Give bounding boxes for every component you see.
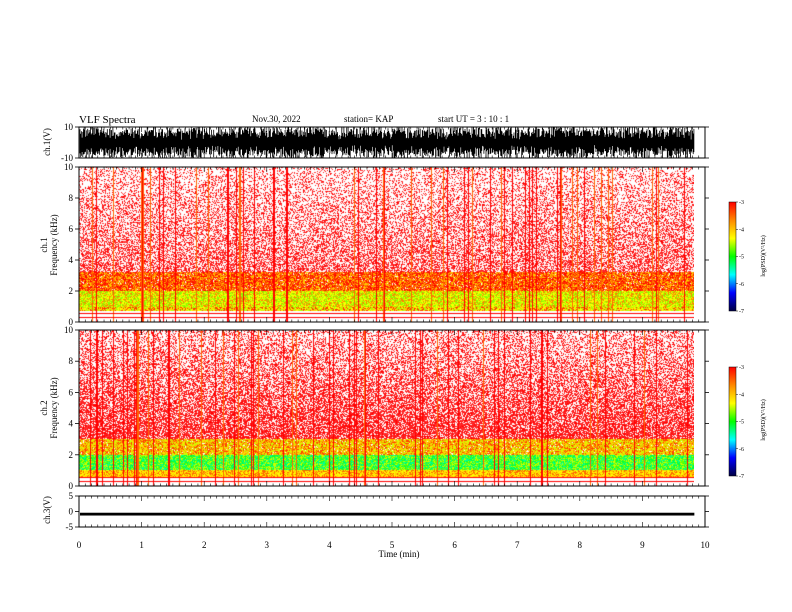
- ch2-colorbar: -3 -4 -5 -6 -7: [728, 365, 744, 480]
- ch2-spectrogram-ytick-label: 2: [69, 450, 74, 460]
- ch3-waveform-panel: 50-50 1 2 3 4 5 6 7 8 9 10: [66, 491, 711, 550]
- ch3-waveform-ytick-label: -5: [66, 522, 74, 532]
- ch1-colorbar-tick-label: -5: [739, 255, 744, 261]
- x-tick-label: 2: [202, 540, 207, 550]
- ch2-colorbar-tick-label: -4: [739, 392, 744, 398]
- ch1-spectrogram-ylabel-channel: ch.1: [39, 237, 49, 252]
- x-tick-label: 10: [701, 540, 711, 550]
- ch1-waveform-panel: 10 -10: [61, 122, 709, 163]
- ch1-waveform-ytick-label: 10: [64, 122, 74, 132]
- ch1-colorbar-tick-label: -6: [739, 282, 744, 288]
- x-tick-label: 4: [327, 540, 332, 550]
- ch1-waveform-ytick-label: -10: [61, 153, 73, 163]
- ch1-spectrogram-panel: 0 2 4 6 8 10: [64, 162, 709, 327]
- ch2-spectrogram-ytick-label: 8: [69, 356, 74, 366]
- ch3-waveform-trace: [80, 512, 695, 516]
- x-tick-label: 9: [640, 540, 645, 550]
- ch1-colorbar-scale: [728, 201, 737, 312]
- ch1-colorbar-tick-label: -7: [739, 309, 744, 315]
- ch2-colorbar-tick-label: -6: [739, 447, 744, 453]
- ch2-spectrogram-ylabel-channel: ch.2: [39, 400, 49, 415]
- ch1-spectrogram-ytick-label: 8: [69, 193, 74, 203]
- ch2-colorbar-tick-label: -3: [739, 365, 744, 371]
- x-tick-label: 0: [77, 540, 82, 550]
- ch2-spectrogram-ytick-label: 0: [69, 481, 74, 491]
- ch2-spectrogram-ytick-label: 6: [69, 387, 74, 397]
- ch3-waveform-ytick-label: 5: [69, 491, 74, 501]
- ch2-spectrogram-ytick-label: 4: [69, 419, 74, 429]
- ch2-colorbar-label: log(PSD)(V²/Hz): [760, 399, 767, 440]
- ch2-spectrogram-ylabel-frequency: Frequency (kHz): [49, 377, 59, 438]
- ch1-colorbar-tick-label: -4: [739, 227, 744, 233]
- ch2-colorbar-tick-label: -5: [739, 420, 744, 426]
- ch3-waveform-ylabel: ch.3(V): [42, 496, 52, 524]
- ch2-spectrogram-image: [79, 330, 694, 486]
- ch2-colorbar-tick-label: -7: [739, 474, 744, 480]
- ch3-waveform-ytick-label: 0: [69, 507, 74, 517]
- ch1-waveform-ylabel: ch.1(V): [42, 128, 52, 156]
- ch1-spectrogram-ylabel-frequency: Frequency (kHz): [49, 214, 59, 275]
- figure-start-time: start UT = 3 : 10 : 1: [438, 114, 509, 124]
- x-axis-label: Time (min): [379, 549, 420, 559]
- x-tick-label: 1: [139, 540, 144, 550]
- ch2-colorbar-scale: [728, 366, 737, 477]
- x-tick-label: 3: [265, 540, 270, 550]
- ch1-spectrogram-ytick-label: 10: [64, 162, 74, 172]
- ch1-spectrogram-ytick-label: 0: [69, 317, 74, 327]
- figure-date: Nov.30, 2022: [252, 114, 301, 124]
- ch1-waveform-trace: [79, 127, 695, 158]
- ch1-spectrogram-ytick-label: 4: [69, 255, 74, 265]
- ch1-spectrogram-image: [79, 167, 694, 322]
- ch2-spectrogram-panel: 0 2 4 6 8 10: [64, 325, 709, 491]
- x-tick-label: 7: [515, 540, 520, 550]
- figure-title: VLF Spectra: [79, 114, 136, 126]
- x-tick-label: 5: [390, 540, 395, 550]
- ch1-colorbar-tick-label: -3: [739, 200, 744, 206]
- figure-station: station= KAP: [344, 114, 393, 124]
- x-tick-label: 6: [452, 540, 457, 550]
- ch1-spectrogram-ytick-label: 6: [69, 224, 74, 234]
- ch1-spectrogram-ytick-label: 2: [69, 286, 74, 296]
- ch1-colorbar-label: log(PSD)(V²/Hz): [760, 235, 767, 276]
- ch2-spectrogram-ytick-label: 10: [64, 325, 74, 335]
- ch1-colorbar: -3 -4 -5 -6 -7: [728, 200, 744, 315]
- x-tick-label: 8: [578, 540, 583, 550]
